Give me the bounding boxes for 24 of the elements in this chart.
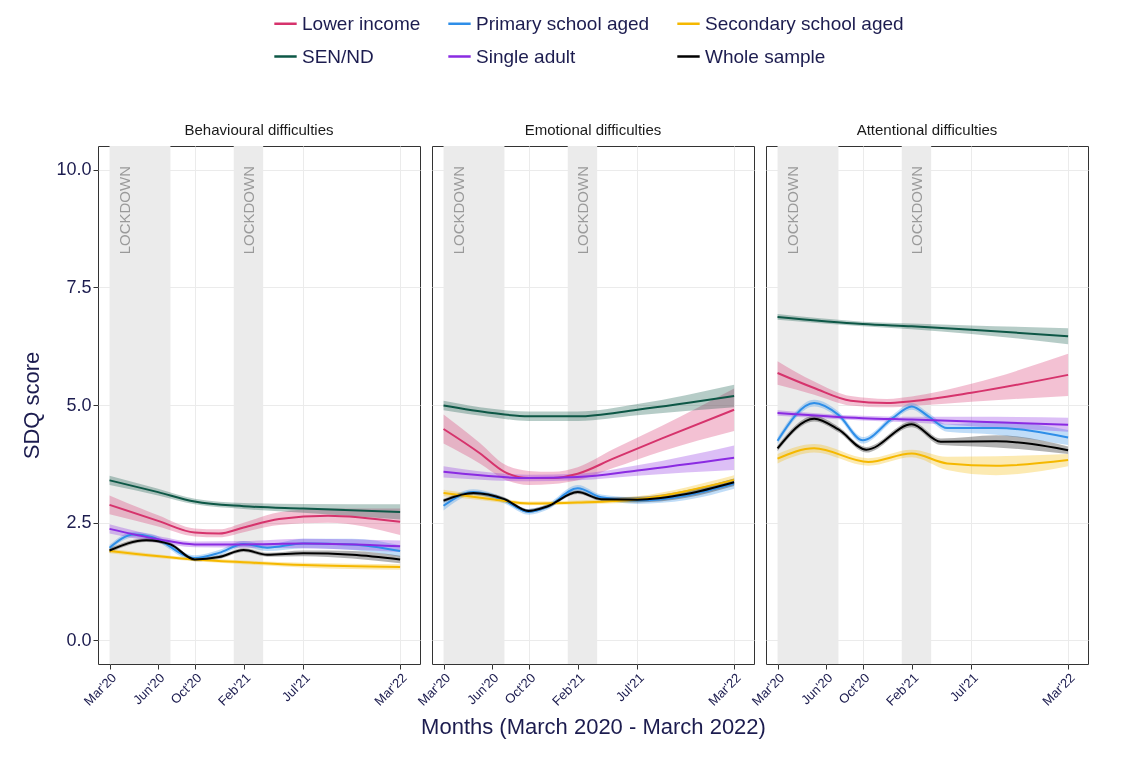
legend-label: Lower income [302,12,421,34]
band-label: LOCKDOWN [783,166,801,255]
y-tick-label: 5.0 [66,394,92,415]
y-tick-label: 2.5 [66,512,92,533]
y-axis-title: SDQ score [19,351,45,460]
chart-title: Attentional difficulties [856,121,998,138]
legend-label: Whole sample [705,45,826,67]
legend-label: SEN/ND [302,45,374,67]
band-label: LOCKDOWN [907,166,925,255]
band-label: LOCKDOWN [239,166,257,255]
x-axis-title: Months (March 2020 - March 2022) [421,713,766,739]
line-series [108,479,402,513]
y-tick-label: 10.0 [56,159,92,180]
legend-label: Secondary school aged [705,12,904,34]
y-tick-label: 7.5 [66,276,92,297]
band-label: LOCKDOWN [573,166,591,255]
legend-label: Single adult [476,45,577,67]
chart-title: Behavioural difficulties [184,121,334,138]
chart-title: Emotional difficulties [524,121,662,138]
line-series [108,503,402,535]
legend-label: Primary school aged [476,12,650,34]
band-label: LOCKDOWN [449,166,467,255]
y-tick-label: 0.0 [66,629,92,650]
band-label: LOCKDOWN [115,166,133,255]
